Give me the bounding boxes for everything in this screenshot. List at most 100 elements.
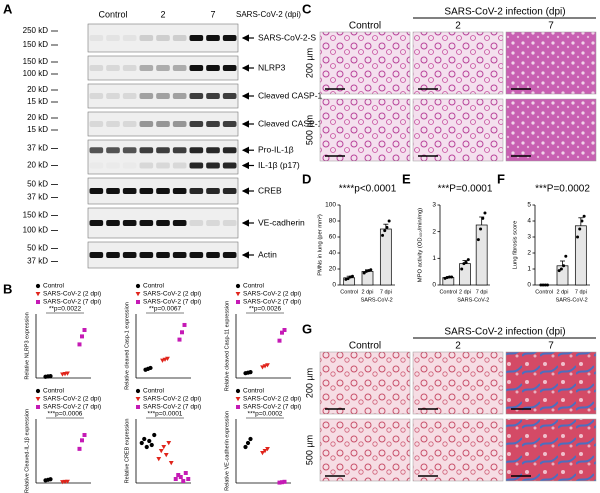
legend-label: SARS-CoV-2 (7 dpi) bbox=[43, 299, 101, 306]
blot-band bbox=[189, 147, 204, 154]
data-point bbox=[245, 440, 251, 446]
legend-marker bbox=[136, 405, 140, 409]
legend-label: SARS-CoV-2 (2 dpi) bbox=[143, 291, 201, 298]
micrograph bbox=[319, 351, 411, 415]
data-point bbox=[476, 238, 480, 242]
data-point bbox=[580, 219, 584, 223]
column-label: 2 bbox=[455, 341, 461, 352]
p-value: **p=0.0022 bbox=[49, 306, 82, 313]
blot-band bbox=[139, 188, 154, 194]
column-label: Control bbox=[349, 21, 381, 32]
micrograph bbox=[412, 418, 504, 482]
blot-band bbox=[222, 147, 237, 154]
data-point bbox=[80, 438, 84, 443]
blot-band bbox=[139, 93, 154, 99]
blot-band bbox=[89, 35, 104, 41]
legend-marker bbox=[36, 405, 40, 409]
data-point bbox=[462, 262, 466, 266]
group-label: SARS-CoV-2 bbox=[556, 297, 588, 303]
legend-label: Control bbox=[143, 283, 165, 290]
y-axis-label: Relative cleaved Casp-1 expression bbox=[124, 302, 130, 390]
band-label: Actin bbox=[258, 249, 277, 259]
blot-band bbox=[206, 121, 220, 127]
blot-band bbox=[139, 121, 154, 127]
data-point bbox=[383, 229, 387, 233]
blot-band bbox=[122, 220, 137, 226]
size-marker: 150 kD bbox=[23, 211, 49, 220]
data-point bbox=[385, 225, 389, 229]
data-point bbox=[163, 453, 169, 458]
blot-band bbox=[156, 65, 170, 71]
legend-marker bbox=[236, 405, 240, 409]
legend-marker bbox=[235, 388, 241, 394]
legend-label: SARS-CoV-2 (7 dpi) bbox=[143, 299, 201, 306]
blot-band bbox=[139, 147, 154, 154]
blot-band bbox=[189, 252, 204, 258]
legend-marker bbox=[35, 283, 41, 289]
legend-label: SARS-CoV-2 (2 dpi) bbox=[43, 396, 101, 403]
size-marker: 37 kD bbox=[27, 144, 48, 153]
legend-marker bbox=[235, 283, 241, 289]
y-axis-label: Relative NLRP3 expression bbox=[24, 312, 30, 379]
blot-band bbox=[222, 162, 237, 169]
data-point bbox=[77, 342, 82, 347]
data-point bbox=[82, 328, 87, 332]
y-tick-label: 40 bbox=[329, 250, 337, 257]
p-value: ***p=0.0006 bbox=[48, 411, 83, 418]
legend-label: SARS-CoV-2 (7 dpi) bbox=[243, 404, 301, 411]
legend-marker bbox=[35, 292, 41, 297]
data-point bbox=[149, 442, 154, 448]
blot-band bbox=[222, 93, 237, 99]
panel-header: SARS-CoV-2 infection (dpi) bbox=[444, 7, 565, 18]
data-point bbox=[543, 283, 547, 287]
y-tick-label: 2 bbox=[432, 228, 436, 235]
blot-band bbox=[222, 252, 237, 258]
blot-band bbox=[139, 220, 154, 226]
data-point bbox=[387, 219, 391, 223]
blot-band bbox=[122, 35, 137, 41]
band-label: Cleaved CASP-11 bbox=[258, 118, 327, 128]
column-label: 7 bbox=[548, 341, 554, 352]
blot-band bbox=[106, 121, 120, 127]
data-point bbox=[176, 473, 181, 477]
column-label: 2 bbox=[455, 21, 461, 32]
blot-band bbox=[172, 162, 187, 169]
legend-marker bbox=[35, 388, 41, 394]
y-tick-label: 2 bbox=[527, 250, 531, 257]
band-label: IL-1β (p17) bbox=[258, 160, 300, 170]
blot-band bbox=[206, 35, 220, 41]
data-point bbox=[80, 334, 84, 339]
blot-band bbox=[156, 220, 170, 226]
blot-band bbox=[189, 93, 204, 99]
legend-label: Control bbox=[43, 283, 65, 290]
data-point bbox=[182, 322, 187, 327]
blot-band bbox=[89, 121, 104, 127]
blot-band bbox=[106, 35, 120, 41]
y-axis-label: Relative Cleaved-IL-1β expression bbox=[24, 409, 30, 493]
legend-marker bbox=[236, 300, 240, 304]
blot-strip bbox=[87, 139, 239, 175]
blot-band bbox=[89, 220, 104, 226]
data-point bbox=[148, 365, 153, 371]
blot-band bbox=[206, 147, 220, 154]
column-label: Control bbox=[349, 341, 381, 352]
blot-band bbox=[172, 35, 187, 41]
blot-band bbox=[172, 252, 187, 258]
y-axis-label: Lung fibrosis score bbox=[513, 221, 519, 270]
blot-band bbox=[206, 220, 220, 226]
data-point bbox=[282, 328, 287, 332]
size-marker: 100 kD bbox=[23, 226, 49, 235]
legend-label: Control bbox=[243, 388, 265, 395]
legend-marker bbox=[235, 397, 241, 402]
blot-band bbox=[106, 163, 120, 169]
data-point bbox=[265, 447, 270, 452]
data-point bbox=[165, 356, 170, 361]
micrograph bbox=[319, 98, 411, 162]
data-point bbox=[142, 436, 147, 442]
size-marker: 20 kD bbox=[27, 113, 48, 122]
chart-title: ****p<0.0001 bbox=[339, 184, 397, 195]
size-marker: 15 kD bbox=[27, 97, 48, 106]
legend-marker bbox=[135, 397, 141, 402]
column-label: 7 bbox=[548, 21, 554, 32]
